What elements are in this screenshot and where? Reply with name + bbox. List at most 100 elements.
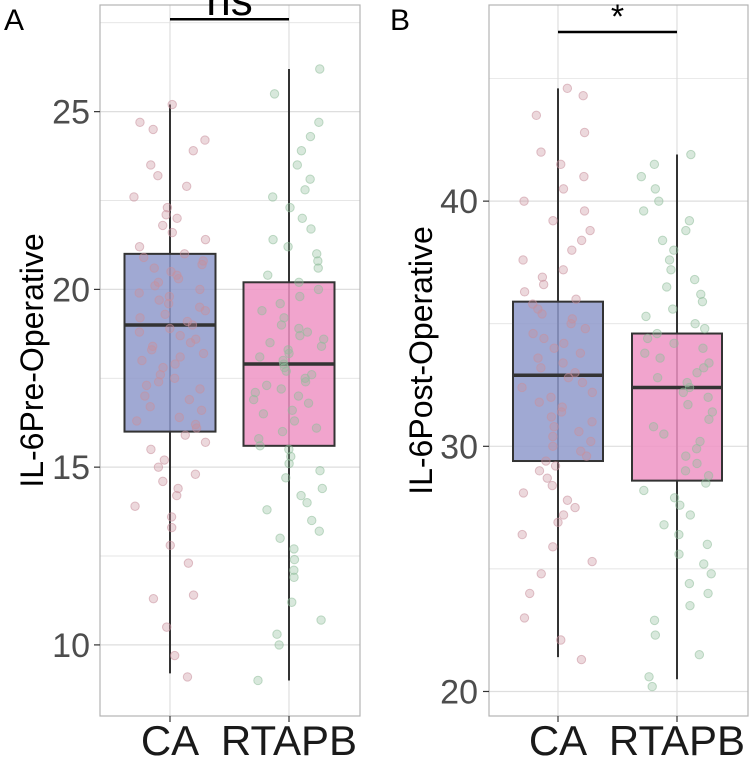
data-point-ca bbox=[150, 281, 160, 291]
data-point-rtapb bbox=[307, 515, 317, 526]
data-point-rtapb bbox=[685, 600, 695, 611]
data-point-rtapb bbox=[311, 423, 322, 433]
data-point-ca bbox=[548, 216, 558, 226]
data-point-ca bbox=[164, 291, 175, 302]
data-point-ca bbox=[562, 83, 573, 94]
data-point-rtapb bbox=[675, 500, 685, 510]
data-point-rtapb bbox=[684, 578, 695, 589]
data-point-rtapb bbox=[316, 341, 327, 351]
data-point-ca bbox=[550, 461, 561, 471]
data-point-ca bbox=[541, 456, 551, 466]
data-point-rtapb bbox=[268, 234, 278, 245]
data-point-ca bbox=[585, 225, 595, 236]
data-point-ca bbox=[179, 249, 190, 259]
data-point-ca bbox=[145, 402, 155, 412]
significance-label: ns bbox=[206, 0, 252, 25]
data-point-rtapb bbox=[284, 348, 294, 359]
data-point-rtapb bbox=[255, 352, 265, 362]
data-point-rtapb bbox=[648, 421, 659, 432]
y-axis-label: IL-6Pre-Operative bbox=[14, 233, 50, 487]
data-point-ca bbox=[548, 431, 558, 442]
data-point-ca bbox=[170, 359, 180, 369]
data-point-ca bbox=[163, 298, 174, 309]
data-point-rtapb bbox=[303, 398, 314, 408]
data-point-rtapb bbox=[668, 304, 678, 314]
data-point-ca bbox=[180, 430, 190, 440]
y-tick-label: 15 bbox=[52, 449, 90, 487]
data-point-ca bbox=[190, 419, 201, 430]
data-point-ca bbox=[174, 412, 185, 423]
data-point-rtapb bbox=[255, 441, 265, 451]
data-point-rtapb bbox=[690, 319, 700, 329]
data-point-ca bbox=[139, 252, 149, 263]
data-point-ca bbox=[165, 323, 175, 334]
data-point-rtapb bbox=[279, 362, 290, 373]
data-point-ca bbox=[575, 348, 586, 358]
data-point-rtapb bbox=[659, 520, 669, 530]
data-point-ca bbox=[147, 341, 158, 351]
data-point-ca bbox=[562, 495, 573, 505]
data-point-rtapb bbox=[314, 117, 324, 128]
significance-label: * bbox=[611, 0, 624, 36]
data-point-ca bbox=[183, 558, 194, 568]
data-point-rtapb bbox=[649, 615, 660, 626]
data-point-ca bbox=[159, 455, 170, 465]
data-point-ca bbox=[198, 256, 208, 266]
data-point-rtapb bbox=[659, 429, 669, 439]
data-point-ca bbox=[200, 135, 210, 145]
data-point-ca bbox=[169, 373, 180, 383]
data-point-ca bbox=[549, 421, 559, 432]
data-point-rtapb bbox=[276, 384, 286, 394]
data-point-ca bbox=[182, 316, 193, 327]
data-point-rtapb bbox=[279, 359, 289, 369]
data-point-ca bbox=[578, 91, 588, 101]
data-point-rtapb bbox=[316, 615, 326, 625]
data-point-rtapb bbox=[684, 216, 695, 226]
data-point-rtapb bbox=[683, 399, 693, 410]
data-point-ca bbox=[570, 502, 580, 513]
data-point-ca bbox=[181, 181, 192, 192]
data-point-ca bbox=[154, 295, 164, 305]
data-point-rtapb bbox=[296, 146, 307, 156]
data-point-ca bbox=[148, 593, 159, 604]
data-point-ca bbox=[579, 171, 589, 182]
data-point-rtapb bbox=[642, 333, 653, 344]
data-point-rtapb bbox=[684, 382, 695, 393]
data-point-ca bbox=[185, 338, 196, 348]
data-point-rtapb bbox=[274, 640, 284, 650]
data-point-rtapb bbox=[306, 224, 316, 234]
data-point-ca bbox=[517, 382, 527, 393]
data-point-rtapb bbox=[700, 323, 710, 334]
data-point-ca bbox=[137, 355, 147, 366]
data-point-ca bbox=[141, 380, 152, 391]
data-point-ca bbox=[158, 362, 168, 373]
data-point-rtapb bbox=[707, 407, 718, 417]
data-point-rtapb bbox=[283, 345, 293, 355]
data-point-ca bbox=[519, 196, 529, 206]
data-point-ca bbox=[528, 328, 538, 339]
data-point-rtapb bbox=[639, 485, 649, 496]
data-point-rtapb bbox=[281, 473, 291, 483]
data-point-rtapb bbox=[295, 291, 305, 302]
data-point-rtapb bbox=[289, 416, 300, 426]
data-point-ca bbox=[182, 672, 193, 682]
data-point-ca bbox=[162, 202, 173, 213]
data-point-rtapb bbox=[662, 282, 672, 292]
data-point-ca bbox=[518, 255, 528, 265]
data-point-rtapb bbox=[283, 242, 293, 252]
data-point-ca bbox=[195, 284, 205, 295]
data-point-ca bbox=[528, 299, 538, 309]
data-point-ca bbox=[162, 622, 172, 632]
data-point-rtapb bbox=[254, 434, 264, 444]
data-point-rtapb bbox=[315, 64, 325, 74]
data-point-rtapb bbox=[302, 498, 312, 508]
data-point-rtapb bbox=[692, 368, 702, 378]
data-point-ca bbox=[558, 510, 569, 520]
data-point-ca bbox=[557, 402, 567, 412]
data-point-ca bbox=[571, 294, 581, 304]
data-point-rtapb bbox=[263, 270, 273, 280]
data-point-rtapb bbox=[680, 466, 691, 476]
data-point-rtapb bbox=[652, 328, 662, 339]
data-point-ca bbox=[567, 314, 577, 324]
